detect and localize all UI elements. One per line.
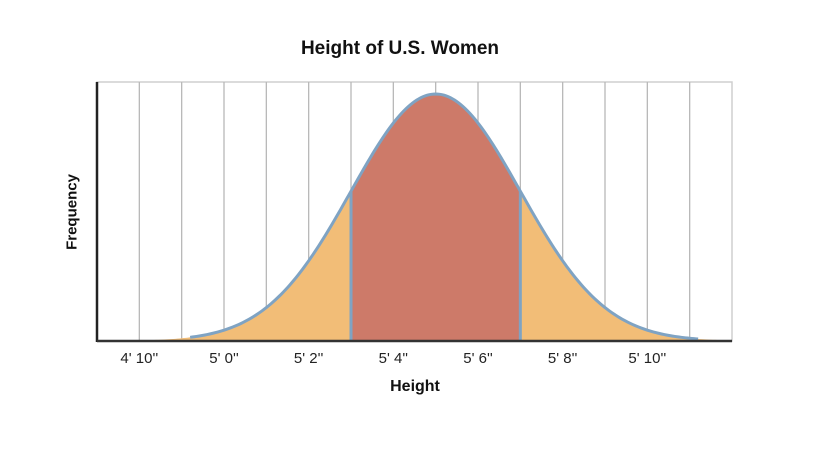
- chart-title: Height of U.S. Women: [300, 38, 500, 59]
- x-tick-label: 5' 2'': [293, 350, 324, 367]
- shaded-region-right-tail: [520, 191, 732, 341]
- x-axis-label: Height: [390, 378, 440, 395]
- shaded-region-center: [351, 94, 521, 341]
- shaded-region-left-tail: [97, 191, 351, 341]
- x-tick-label: 5' 8'': [547, 350, 578, 367]
- x-tick-label: 5' 6'': [463, 350, 493, 367]
- distribution-curve: [189, 92, 699, 341]
- x-tick-label: 4' 10'': [120, 350, 159, 367]
- x-tick-label: 5' 10'': [628, 350, 667, 367]
- x-tick-label: 5' 0'': [209, 350, 239, 367]
- x-tick-label: 5' 4'': [378, 350, 409, 367]
